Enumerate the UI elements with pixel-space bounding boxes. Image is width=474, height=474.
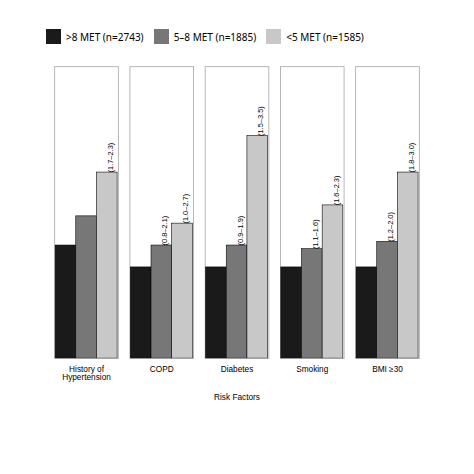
svg-text:(0.9–1.9): (0.9–1.9) [236,215,245,245]
svg-text:(1.0–2.7): (1.0–2.7) [181,193,190,223]
svg-text:Diabetes: Diabetes [221,365,254,374]
svg-text:(1.8–3.0): (1.8–3.0) [407,142,416,172]
svg-text:(0.8–2.1): (0.8–2.1) [160,215,169,245]
svg-text:BMI ≥30: BMI ≥30 [372,365,403,374]
svg-text:COPD: COPD [150,365,174,374]
html-text:5–8 MET (n=1885): 5–8 MET (n=1885) [173,29,257,44]
svg-text:(1.7–2.3): (1.7–2.3) [106,142,115,172]
html-text:>8 MET (n=2743): >8 MET (n=2743) [66,29,144,44]
svg-text:History ofHypertension: History ofHypertension [62,365,111,382]
svg-text:Smoking: Smoking [296,365,329,374]
svg-text:Risk Factors: Risk Factors [214,393,260,402]
svg-text:(1.5–3.5): (1.5–3.5) [256,106,265,136]
html-text:<5 MET (n=1585): <5 MET (n=1585) [286,29,364,44]
svg-text:(1.1–1.6): (1.1–1.6) [311,219,320,249]
svg-text:(1.6–2.3): (1.6–2.3) [332,175,341,205]
svg-text:(1.2–2.0): (1.2–2.0) [386,212,395,242]
